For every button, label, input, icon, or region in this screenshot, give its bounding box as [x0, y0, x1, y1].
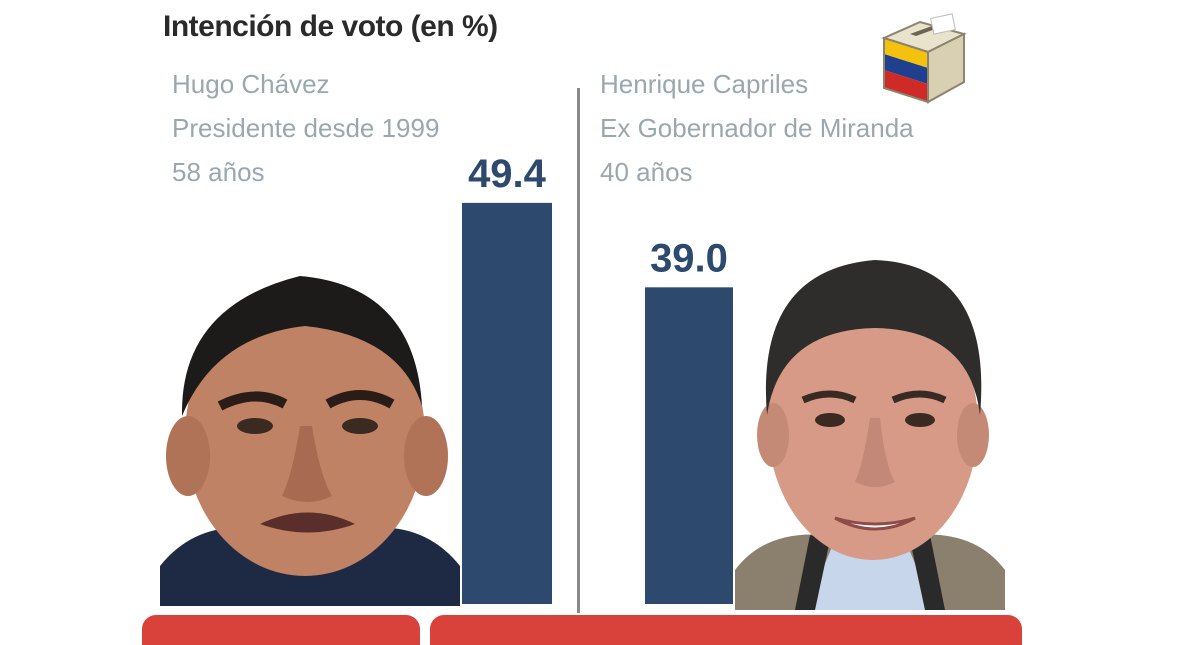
candidate-role: Presidente desde 1999 — [172, 113, 440, 143]
chart-title: Intención de voto (en %) — [163, 10, 498, 43]
candidate-role: Ex Gobernador de Miranda — [600, 113, 914, 143]
footer-band-right — [430, 615, 1022, 645]
value-label-capriles: 39.0 — [650, 236, 728, 280]
center-divider — [577, 88, 580, 613]
chavez-photo — [160, 276, 460, 606]
candidate-name: Henrique Capriles — [600, 69, 809, 99]
bar-capriles — [645, 287, 733, 604]
footer-band-left — [142, 615, 420, 645]
value-label-chavez: 49.4 — [468, 152, 547, 196]
ballot-box-icon — [881, 13, 967, 104]
candidate-age: 40 años — [600, 157, 693, 187]
capriles-photo — [735, 260, 1005, 610]
candidate-info-capriles: Henrique Capriles Ex Gobernador de Miran… — [600, 62, 914, 194]
candidate-age: 58 años — [172, 157, 265, 187]
candidate-name: Hugo Chávez — [172, 69, 330, 99]
bar-chavez — [462, 202, 552, 604]
candidate-info-chavez: Hugo Chávez Presidente desde 1999 58 año… — [172, 62, 439, 194]
vote-intention-chart: 49.4 39.0 — [462, 152, 733, 604]
